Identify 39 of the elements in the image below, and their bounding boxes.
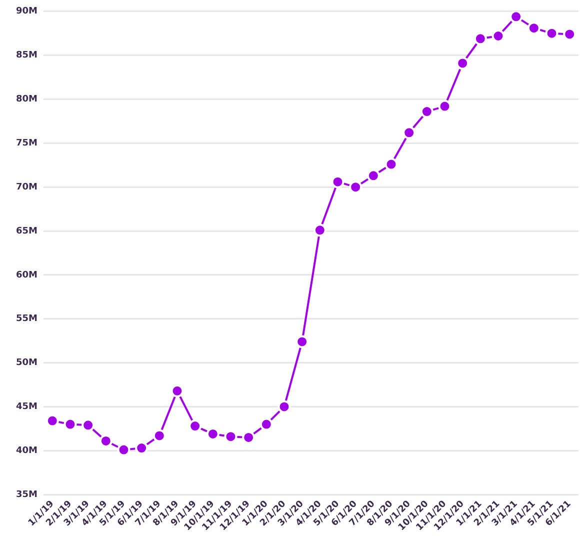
y-tick-label: 45M (16, 402, 38, 412)
point (296, 335, 309, 348)
point (313, 224, 326, 237)
point (510, 11, 523, 24)
point (117, 443, 130, 456)
point (402, 126, 416, 140)
point (46, 414, 59, 428)
y-tick-label: 55M (16, 314, 38, 324)
point (82, 418, 95, 432)
point (563, 28, 576, 41)
y-tick-label: 35M (16, 490, 38, 500)
y-tick-label: 75M (16, 138, 38, 149)
y-tick-label: 60M (16, 270, 38, 280)
y-tick-label: 85M (16, 50, 38, 61)
y-tick-label: 80M (16, 94, 38, 105)
point (420, 105, 434, 118)
point (492, 30, 505, 42)
point (331, 175, 344, 188)
point (170, 384, 184, 398)
y-tick-label: 65M (16, 226, 38, 236)
point (349, 180, 362, 194)
point (224, 430, 238, 444)
point (384, 158, 398, 171)
y-tick-label: 90M (16, 6, 38, 17)
point (278, 400, 291, 414)
point (527, 22, 540, 35)
point (438, 100, 452, 113)
point (545, 26, 558, 40)
y-tick-label: 50M (16, 358, 38, 368)
point (99, 434, 112, 448)
point (474, 32, 487, 46)
point (366, 169, 380, 182)
point (456, 56, 470, 70)
y-tick-label: 70M (16, 182, 38, 192)
point (260, 418, 273, 431)
point (242, 430, 256, 444)
y-tick-label: 40M (16, 446, 38, 456)
point (152, 429, 166, 442)
point (64, 418, 77, 431)
